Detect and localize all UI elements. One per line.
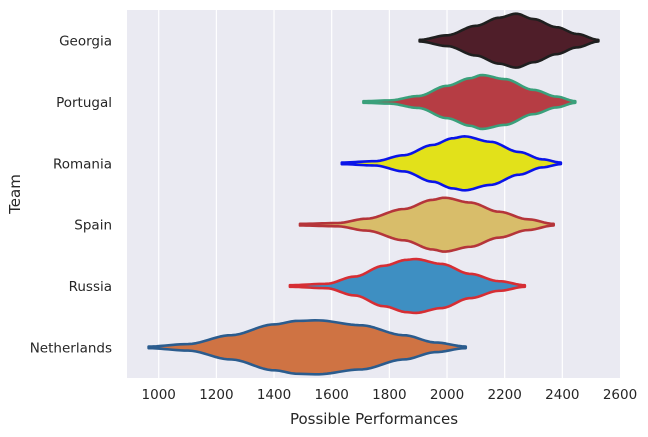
y-tick-label: Portugal [56, 95, 112, 111]
x-tick-label: 1000 [142, 387, 176, 403]
x-tick-label: 2600 [603, 387, 637, 403]
x-tick-label: 1200 [199, 387, 233, 403]
violin-spain [298, 196, 555, 253]
x-tick-label: 1600 [315, 387, 349, 403]
y-axis-ticks: Georgia Portugal Romania Spain Russia Netherl… [30, 34, 112, 357]
x-tick-label: 1800 [372, 387, 406, 403]
y-tick-label: Spain [74, 218, 112, 234]
plot-background [127, 10, 620, 378]
x-tick-label: 1400 [257, 387, 291, 403]
x-axis-ticks: 1000 1200 1400 1600 1800 2000 2200 2400 2600 [142, 387, 638, 403]
violins [147, 12, 600, 376]
y-tick-label: Russia [69, 279, 112, 295]
violin-netherlands [147, 319, 468, 376]
violin-portugal [362, 73, 577, 131]
x-tick-label: 2000 [430, 387, 464, 403]
grid [158, 10, 563, 378]
y-tick-label: Georgia [59, 34, 112, 50]
violin-georgia [418, 12, 600, 69]
y-tick-label: Romania [53, 156, 112, 172]
violin-russia [288, 257, 527, 315]
x-tick-label: 2400 [545, 387, 579, 403]
violin-romania [340, 135, 563, 192]
x-axis-label: Possible Performances [290, 410, 458, 428]
y-axis-label: Team [6, 174, 24, 215]
x-tick-label: 2200 [487, 387, 521, 403]
y-tick-label: Netherlands [30, 340, 112, 356]
